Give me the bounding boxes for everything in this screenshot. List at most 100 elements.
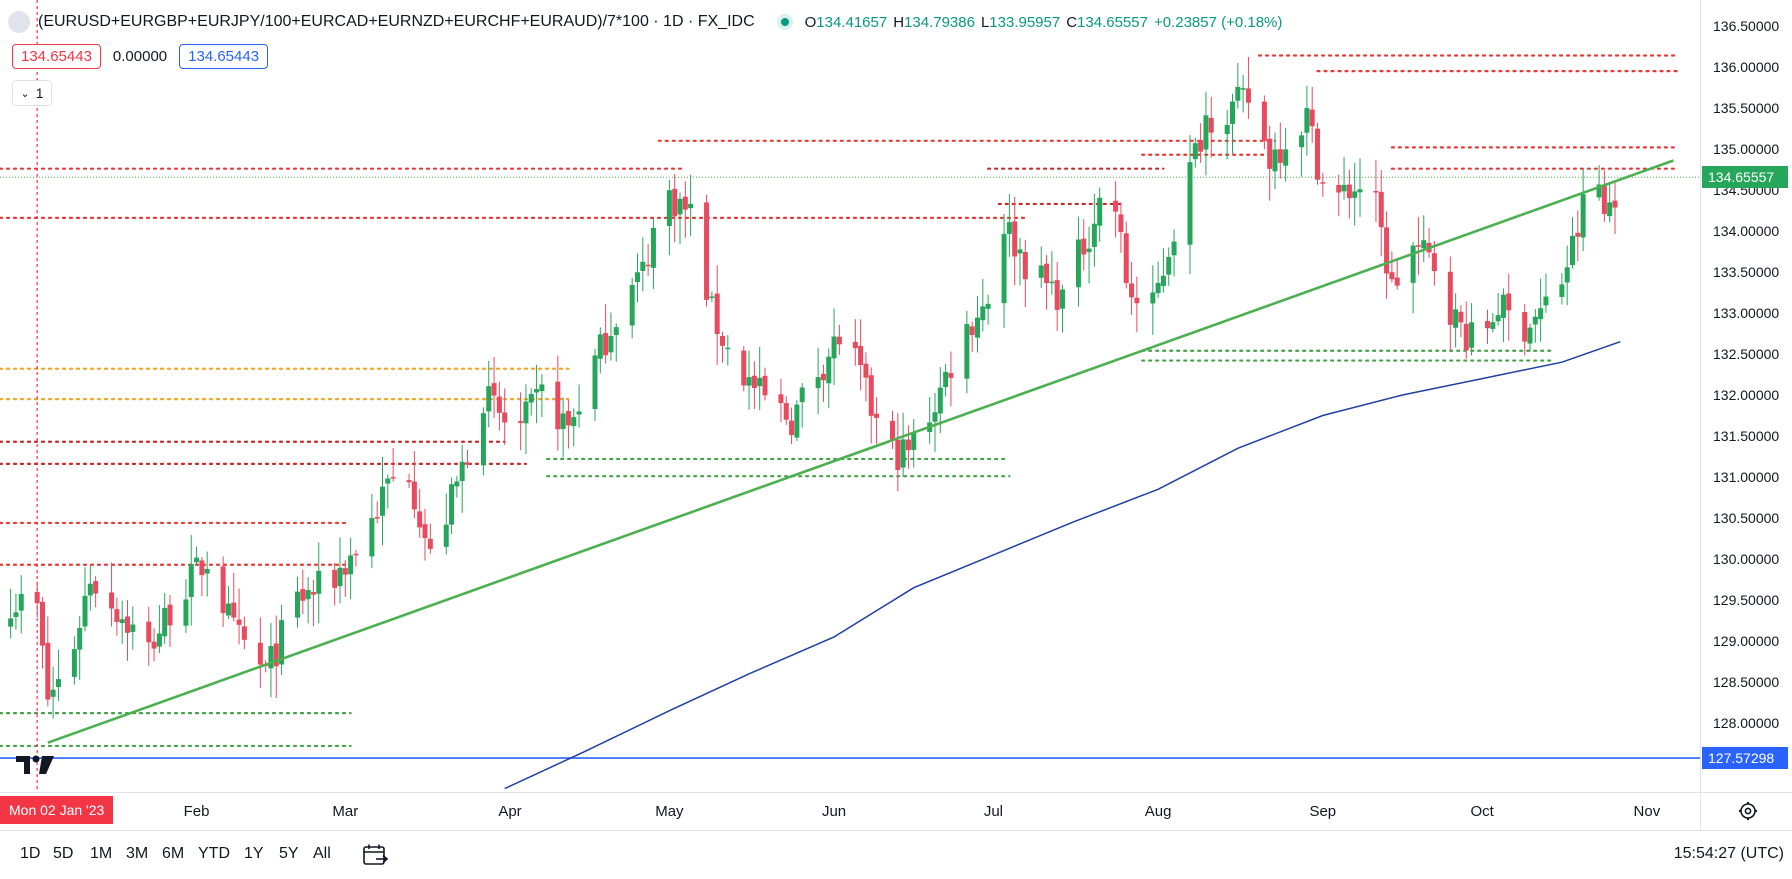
candle-body [794,404,800,438]
candle-up [156,605,162,654]
candle-body [491,383,497,396]
candle-up [1086,226,1092,284]
candle-up [1049,251,1055,295]
candle-body [1389,272,1395,280]
candle-body [858,346,864,366]
time-axis[interactable]: Mon 02 Jan '23 Feb Mar Apr May Jun Jul Aug Sep O… [0,792,1700,831]
candle-down [1267,125,1273,201]
candle-down [114,597,120,636]
candle-down [518,392,524,451]
chart-pane[interactable]: (EURUSD+EURGBP+EURJPY/100+EURCAD+EURNZD+… [0,0,1700,792]
candle-body [852,341,858,349]
level-lines[interactable] [0,54,1680,748]
month-tick-label: Nov [1633,803,1661,820]
legend: (EURUSD+EURGBP+EURJPY/100+EURCAD+EURNZD+… [8,10,1288,34]
ohlc-open-label: O [804,13,817,31]
candle-up [597,327,603,374]
range-button-5y[interactable]: 5Y [279,845,299,862]
candle-body [635,272,640,283]
price-tick-label: 131.00000 [1713,469,1780,485]
candle-body [704,202,710,300]
candle-body [1485,321,1490,329]
indicator-value-1[interactable]: 134.65443 [12,44,101,69]
candle-down [342,560,348,597]
moving-average-line[interactable] [504,340,1621,790]
price-tick-label: 130.00000 [1713,551,1780,567]
candle-body [1522,312,1528,342]
candle-down [1054,262,1060,331]
candle-body [427,538,433,549]
candle-body [1352,191,1358,198]
candle-up [528,388,534,416]
range-button-5d[interactable]: 5D [53,845,74,862]
range-button-1d[interactable]: 1D [20,845,41,862]
hline-price-tag: 127.57298 [1702,747,1788,770]
range-button-1y[interactable]: 1Y [244,845,264,862]
candle-up [799,382,805,428]
candle-down [1447,256,1453,352]
candle-up [188,535,194,626]
candle-up [369,494,375,569]
candle-body [836,336,842,345]
candle-down [390,447,396,482]
candle-body [1543,296,1549,306]
candle-down [1315,122,1320,185]
calendar-goto-icon[interactable] [362,843,388,867]
candle-down [353,549,359,567]
candle-body [1283,149,1289,166]
candle-body [826,356,832,384]
market-status-icon[interactable] [776,14,793,30]
candle-down [332,562,338,606]
candle-body [316,570,322,594]
candle-body [220,566,226,613]
month-tick-label: Oct [1470,803,1494,820]
chevron-down-icon: ⌄ [20,87,30,100]
candle-body [119,619,125,624]
candle-down [1198,123,1204,163]
range-button-3m[interactable]: 3M [126,845,149,862]
symbol-logo-icon[interactable] [8,11,30,33]
candle-body [1134,297,1140,304]
candle-body [709,296,715,298]
legend-collapse-button[interactable]: ⌄ 1 [12,80,52,106]
candle-body [1118,214,1124,233]
utc-clock[interactable]: 15:54:27 (UTC) [1673,845,1784,862]
range-button-1m[interactable]: 1M [90,845,113,862]
range-button-all[interactable]: All [313,845,331,862]
candle-up [1203,91,1209,176]
candle-body [1160,275,1166,287]
candle-up [380,457,385,546]
candle-up [534,364,540,424]
candle-up [13,593,19,630]
trendline[interactable] [47,159,1674,744]
candle-body [863,363,869,378]
range-button-6m[interactable]: 6M [162,845,185,862]
gear-icon[interactable] [1738,801,1758,821]
candle-body [666,190,672,226]
candle-down [1426,227,1432,258]
price-axis[interactable]: 136.50000 136.00000 135.50000 135.00000 134.… [1700,0,1792,792]
candle-body [1538,308,1544,320]
candle-body [300,589,306,601]
price-chart-canvas[interactable] [0,0,1700,792]
symbol-title[interactable]: (EURUSD+EURGBP+EURJPY/100+EURCAD+EURNZD+… [38,13,755,30]
indicator-value-3[interactable]: 134.65443 [179,44,269,69]
candle-body [422,524,428,539]
candle-body [831,336,837,359]
tradingview-logo-icon[interactable] [16,752,56,778]
candle-body [597,334,603,359]
candle-body [720,336,725,346]
candle-body [608,335,614,353]
candle-up [1235,62,1241,109]
candle-up [1001,214,1007,329]
candle-up [130,606,136,650]
candle-up [449,477,455,534]
candle-body [714,293,720,335]
candle-body [890,420,895,441]
month-tick-label: Apr [498,803,522,820]
candle-up [194,546,200,566]
indicator-value-2[interactable]: 0.00000 [108,45,172,68]
candle-down [1208,96,1214,158]
candle-up [964,310,970,394]
range-button-ytd[interactable]: YTD [198,845,230,862]
